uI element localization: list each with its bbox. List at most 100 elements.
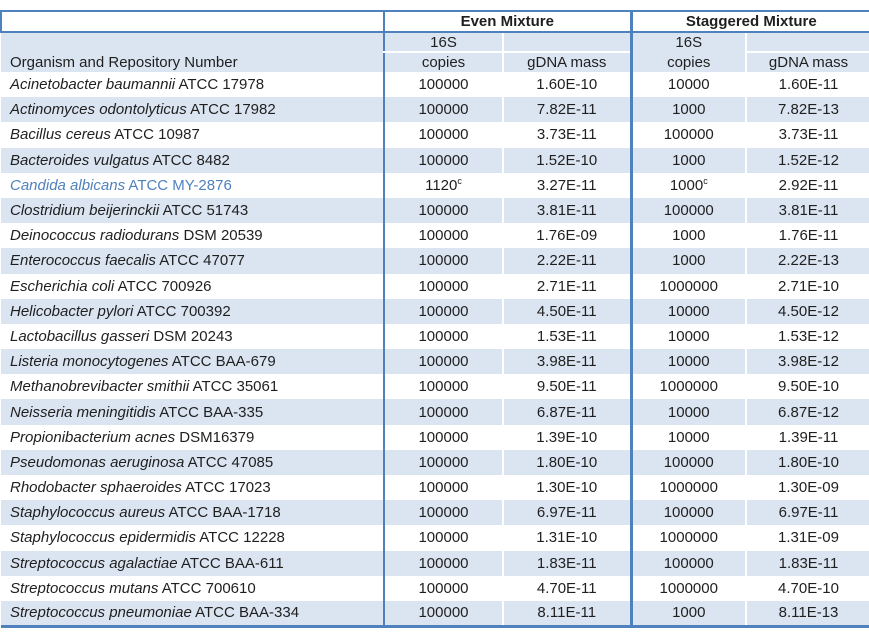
staggered-16s-copies-cell: 10000: [629, 323, 746, 350]
mock-community-table: Even Mixture Staggered Mixture 16S 16S O…: [0, 10, 869, 628]
staggered-gdna-mass-cell: 3.73E-11: [745, 122, 869, 148]
organism-repository-id: ATCC 700926: [117, 277, 212, 295]
staggered-16s-copies-cell: 1000000: [629, 273, 746, 299]
staggered-16s-copies-cell: 1000000: [629, 475, 746, 501]
even-16s-copies-cell: 100000: [383, 525, 503, 551]
even-16s-copies-cell: 100000: [383, 500, 503, 526]
even-gdna-mass-cell: 4.50E-11: [502, 298, 631, 324]
organism-scientific-name: Actinomyces odontolyticus: [10, 101, 187, 119]
staggered-16s-label: 16S: [629, 32, 746, 52]
table-row: Staphylococcus epidermidis ATCC 12228 10…: [1, 525, 869, 551]
organism-scientific-name: Acinetobacter baumannii: [10, 76, 176, 94]
table-row: Lactobacillus gasseri DSM 20243 100000 1…: [1, 323, 869, 350]
organism-scientific-name: Helicobacter pylori: [10, 302, 134, 320]
even-gdna-mass-cell: 1.52E-10: [502, 147, 631, 173]
table-row: Streptococcus mutans ATCC 700610 100000 …: [1, 575, 869, 601]
staggered-16s-copies-cell: 1000: [629, 600, 746, 628]
staggered-mixture-group-header: Staggered Mixture: [629, 10, 869, 33]
even-gdna-mass-cell: 4.70E-11: [502, 575, 631, 601]
organism-repository-id: ATCC 17978: [178, 76, 265, 94]
organism-scientific-name: Deinococcus radiodurans: [10, 227, 180, 245]
even-16s-copies-cell: 100000: [383, 399, 503, 425]
even-gdna-mass-cell: 7.82E-11: [502, 97, 631, 123]
organism-repository-id: ATCC 35061: [192, 378, 279, 396]
organism-repository-id: ATCC 47085: [187, 453, 274, 471]
table-row: Streptococcus agalactiae ATCC BAA-611 10…: [1, 550, 869, 576]
even-copies-header: copies: [383, 52, 503, 72]
even-16s-copies-cell: 100000: [383, 147, 503, 173]
staggered-gdna-mass-cell: 7.82E-13: [745, 97, 869, 123]
organism-cell: Bacillus cereus ATCC 10987: [1, 122, 384, 147]
staggered-16s-copies-cell: 10000: [629, 424, 746, 450]
table-row: Clostridium beijerinckii ATCC 51743 1000…: [1, 197, 869, 224]
even-16s-copies-cell: 100000: [383, 349, 503, 375]
organism-scientific-name: Pseudomonas aeruginosa: [10, 453, 185, 471]
organism-repository-id: ATCC BAA-611: [180, 554, 284, 572]
organism-cell: Actinomyces odontolyticus ATCC 17982: [1, 97, 384, 123]
organism-cell: Deinococcus radiodurans DSM 20539: [1, 223, 384, 248]
organism-repository-id: DSM 20243: [153, 327, 233, 345]
organism-cell: Listeria monocytogenes ATCC BAA-679: [1, 349, 384, 375]
organism-cell: Propionibacterium acnes DSM16379: [1, 425, 384, 450]
group-header-row: Even Mixture Staggered Mixture: [0, 10, 869, 33]
even-16s-copies-cell: 100000: [383, 97, 503, 123]
staggered-gdna-header: gDNA mass: [745, 52, 869, 72]
organism-repository-id: DSM16379: [179, 428, 255, 446]
organism-scientific-name: Staphylococcus epidermidis: [10, 529, 196, 547]
organism-cell: Clostridium beijerinckii ATCC 51743: [1, 197, 384, 224]
staggered-16s-copies-cell: 1000: [629, 248, 746, 274]
organism-cell: Escherichia coli ATCC 700926: [1, 274, 384, 299]
organism-cell: Staphylococcus epidermidis ATCC 12228: [1, 525, 384, 550]
staggered-16s-copies-cell: 1000000: [629, 374, 746, 400]
organism-scientific-name: Streptococcus mutans: [10, 579, 159, 597]
staggered-gdna-mass-cell: 1.31E-09: [745, 525, 869, 551]
even-gdna-mass-cell: 1.53E-11: [502, 323, 631, 350]
column-header-row: Organism and Repository Number copies gD…: [1, 52, 869, 72]
organism-scientific-name: Escherichia coli: [10, 277, 115, 295]
table-body: Acinetobacter baumannii ATCC 17978 10000…: [1, 72, 869, 628]
table-row: Streptococcus pneumoniae ATCC BAA-334 10…: [1, 600, 869, 628]
staggered-gdna-mass-cell: 2.22E-13: [745, 248, 869, 274]
table-row: Staphylococcus aureus ATCC BAA-1718 1000…: [1, 500, 869, 526]
even-16s-copies-cell: 100000: [383, 248, 503, 274]
even-16s-copies-cell: 100000: [383, 122, 503, 148]
organism-repository-id: ATCC 8482: [152, 151, 230, 169]
even-gdna-mass-cell: 3.27E-11: [502, 172, 631, 198]
even-16s-copies-cell: 100000: [383, 575, 503, 601]
staggered-16s-copies-cell: 100000: [629, 449, 746, 475]
table-row: Bacteroides vulgatus ATCC 8482 100000 1.…: [1, 147, 869, 173]
staggered-gdna-mass-cell: 1.83E-11: [745, 550, 869, 576]
staggered-gdna-mass-cell: 8.11E-13: [745, 600, 869, 628]
organism-cell: Methanobrevibacter smithii ATCC 35061: [1, 374, 384, 399]
staggered-gdna-mass-cell: 6.97E-11: [745, 500, 869, 526]
organism-repository-id: ATCC 51743: [162, 202, 249, 220]
organism-scientific-name: Streptococcus agalactiae: [10, 554, 178, 572]
staggered-gdna-mass-cell: 1.76E-11: [745, 223, 869, 249]
organism-repository-id: DSM 20539: [183, 227, 263, 245]
table-row: Candida albicans ATCC MY-2876 1120c 3.27…: [1, 172, 869, 198]
even-gdna-mass-cell: 6.87E-11: [502, 399, 631, 425]
table-row: Escherichia coli ATCC 700926 100000 2.71…: [1, 273, 869, 299]
even-gdna-mass-cell: 1.30E-10: [502, 475, 631, 501]
staggered-gdna-mass-cell: 4.50E-12: [745, 298, 869, 324]
organism-repository-id: ATCC BAA-1718: [168, 504, 281, 522]
organism-scientific-name: Neisseria meningitidis: [10, 403, 156, 421]
even-gdna-mass-cell: 1.80E-10: [502, 449, 631, 475]
staggered-gdna-mass-cell: 1.53E-12: [745, 323, 869, 350]
even-gdna-header: gDNA mass: [502, 52, 631, 72]
organism-repository-id: ATCC 700392: [136, 302, 231, 320]
staggered-16s-copies-cell: 1000: [629, 223, 746, 249]
table-row: Helicobacter pylori ATCC 700392 100000 4…: [1, 298, 869, 324]
organism-cell: Enterococcus faecalis ATCC 47077: [1, 248, 384, 274]
organism-repository-id: ATCC MY-2876: [128, 176, 232, 194]
table-row: Listeria monocytogenes ATCC BAA-679 1000…: [1, 349, 869, 375]
organism-scientific-name: Methanobrevibacter smithii: [10, 378, 190, 396]
even-16s-label: 16S: [383, 32, 503, 53]
even-16s-copies-cell: 1120c: [383, 172, 503, 198]
subheader-row-16s: 16S 16S: [1, 32, 869, 53]
organism-repository-id: ATCC 700610: [161, 579, 256, 597]
organism-cell: Neisseria meningitidis ATCC BAA-335: [1, 399, 384, 425]
even-gdna-mass-cell: 2.22E-11: [502, 248, 631, 274]
even-16s-copies-cell: 100000: [383, 600, 503, 628]
